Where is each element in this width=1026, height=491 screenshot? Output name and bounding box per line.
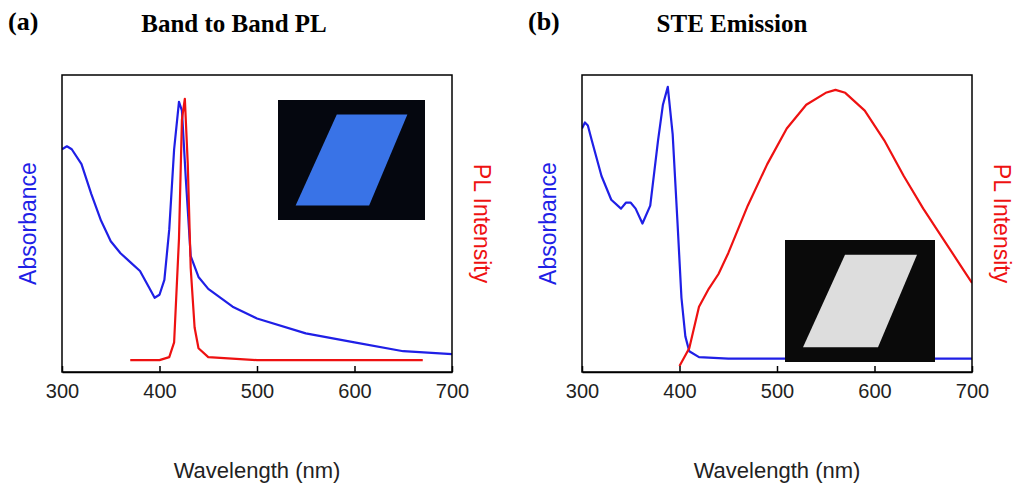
plot-frame (62, 75, 452, 372)
x-axis-title: Wavelength (nm) (174, 458, 341, 483)
x-tick-mark (679, 366, 681, 372)
y-axis-title: Absorbance (535, 162, 561, 285)
x-tick: 600 (858, 366, 891, 402)
x-tick-label: 500 (761, 380, 794, 402)
x-axis: 300 400 500 600 700 (566, 366, 989, 402)
y2-axis-title: PL Intensity (469, 164, 495, 284)
x-tick-label: 600 (338, 380, 371, 402)
x-axis: 300 400 500 600 700 (46, 366, 469, 402)
x-tick-label: 400 (663, 380, 696, 402)
panel: 300 400 500 600 700 Wavelength (nm) Absorbance… (528, 7, 1015, 483)
x-tick-label: 500 (241, 380, 274, 402)
x-tick-mark (452, 366, 454, 372)
inset-crystal (296, 114, 408, 205)
x-tick: 400 (143, 366, 176, 402)
panel-label: (b) (528, 7, 560, 36)
absorbance-line (62, 102, 452, 354)
panel-title: Band to Band PL (141, 10, 327, 37)
y2-axis-title: PL Intensity (989, 164, 1015, 284)
x-tick-label: 600 (858, 380, 891, 402)
x-tick: 300 (46, 366, 79, 402)
pl-line (130, 99, 423, 360)
inset-crystal (803, 255, 917, 348)
x-tick: 700 (436, 366, 469, 402)
pl-line (680, 90, 973, 366)
plot-frame (582, 75, 972, 372)
inset-photo (785, 240, 935, 362)
x-tick-mark (582, 366, 584, 372)
x-tick-mark (972, 366, 974, 372)
x-tick-mark (874, 366, 876, 372)
x-tick: 700 (956, 366, 989, 402)
plot-lines (62, 99, 452, 360)
inset-background (785, 240, 935, 362)
y-axis-title: Absorbance (15, 162, 41, 285)
x-tick-mark (62, 366, 64, 372)
panel: 300 400 500 600 700 Wavelength (nm) Absorbance… (8, 7, 495, 483)
inset-background (278, 100, 425, 220)
x-tick: 400 (663, 366, 696, 402)
x-tick-label: 300 (46, 380, 79, 402)
figure: 300 400 500 600 700 Wavelength (nm) Absorbance… (0, 0, 1026, 491)
x-tick: 500 (761, 366, 794, 402)
x-tick-mark (257, 366, 259, 372)
plot-lines (582, 87, 972, 366)
x-axis-title: Wavelength (nm) (694, 458, 861, 483)
x-tick-label: 300 (566, 380, 599, 402)
x-tick-label: 700 (956, 380, 989, 402)
x-tick-label: 700 (436, 380, 469, 402)
panel-title: STE Emission (657, 10, 808, 37)
x-tick-label: 400 (143, 380, 176, 402)
x-tick: 600 (338, 366, 371, 402)
x-tick: 500 (241, 366, 274, 402)
x-tick-mark (777, 366, 779, 372)
inset-photo (278, 100, 425, 220)
panel-label: (a) (8, 7, 38, 36)
x-tick-mark (354, 366, 356, 372)
x-tick: 300 (566, 366, 599, 402)
x-tick-mark (159, 366, 161, 372)
